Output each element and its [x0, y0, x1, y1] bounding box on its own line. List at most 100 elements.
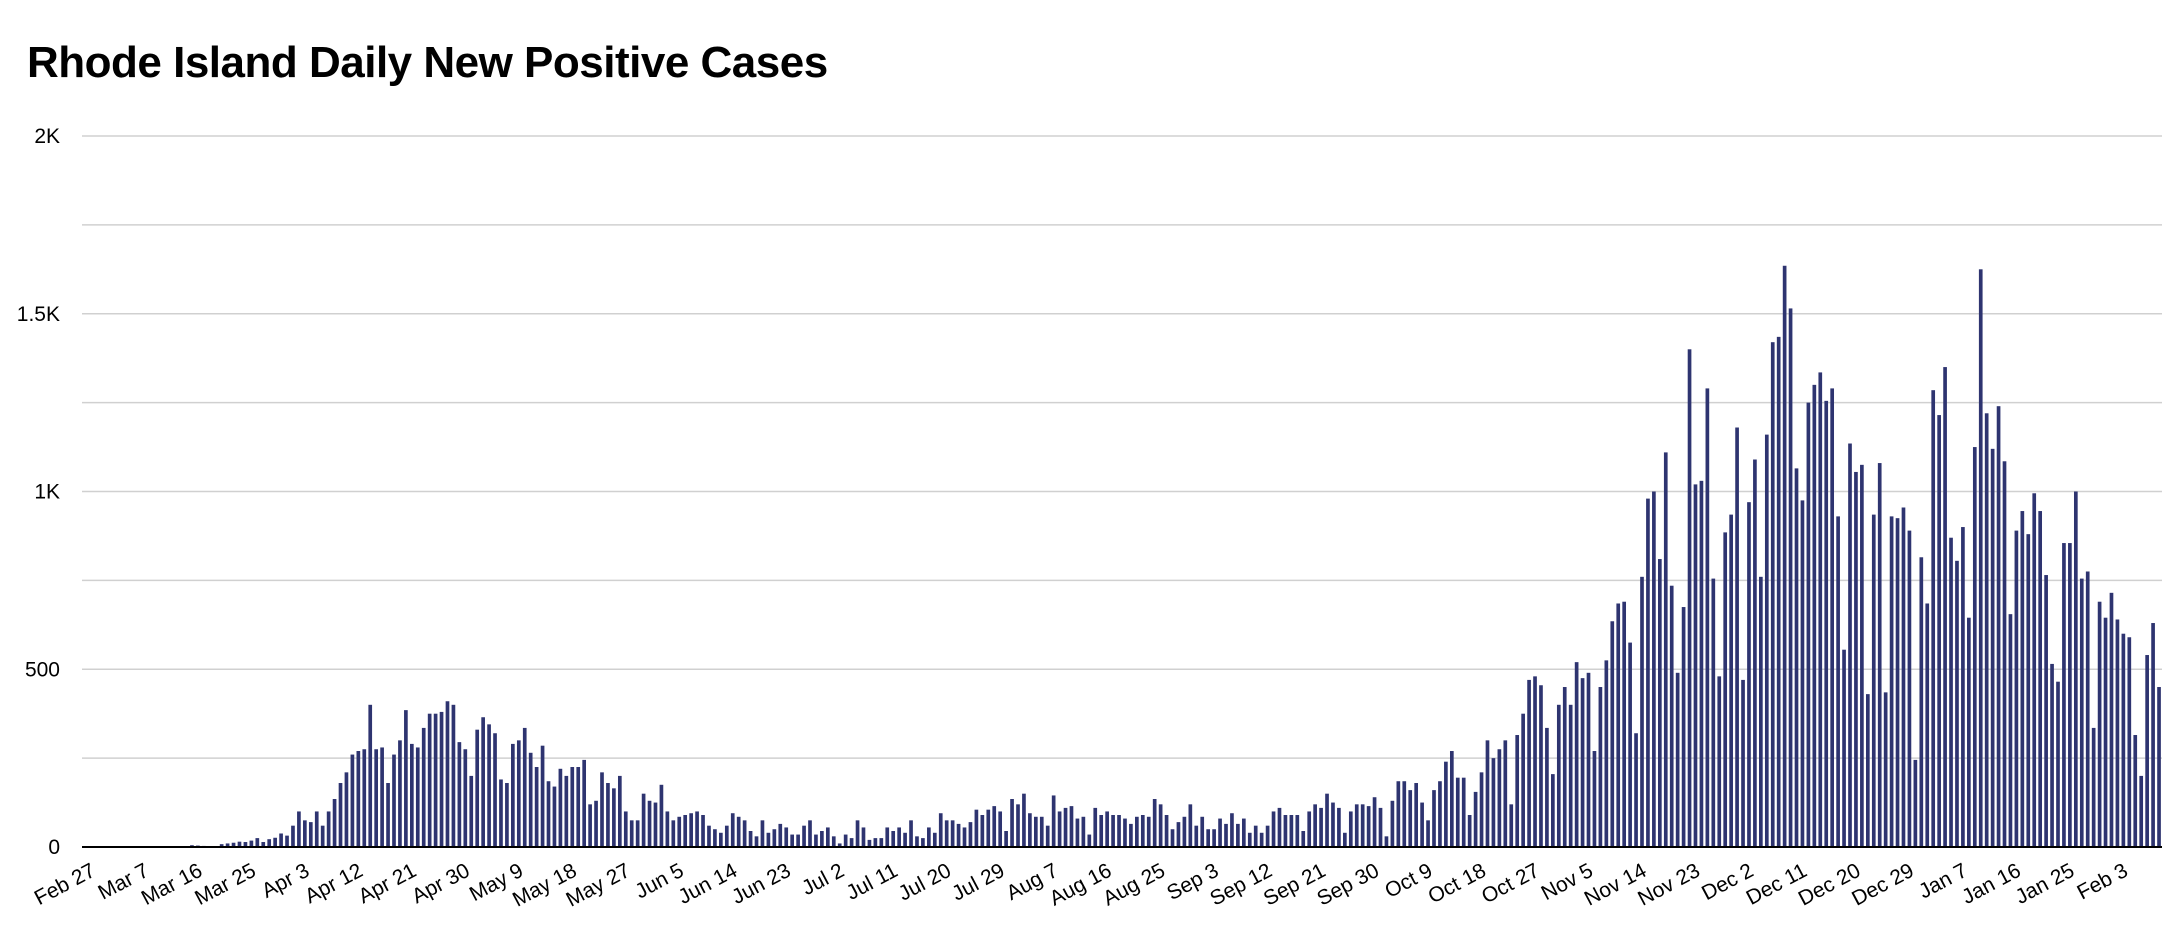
y-tick-label: 0	[48, 836, 60, 859]
bar	[1461, 777, 1466, 847]
bar	[1283, 815, 1288, 847]
bar	[1497, 749, 1502, 847]
bar	[1551, 774, 1555, 847]
bar	[980, 815, 985, 847]
bar	[1022, 793, 1026, 847]
bar	[2008, 614, 2013, 847]
bar	[2050, 663, 2054, 847]
bar	[1812, 384, 1817, 847]
bar	[2097, 601, 2102, 847]
bar	[1860, 464, 1864, 847]
bar	[320, 825, 325, 847]
bar	[2032, 493, 2037, 847]
bar	[760, 820, 765, 847]
bar	[433, 713, 438, 847]
bar	[2145, 655, 2149, 847]
x-tick-label: Mar 16	[138, 859, 207, 910]
bar	[1931, 390, 1936, 847]
bar	[1491, 758, 1496, 848]
bar	[2020, 511, 2025, 847]
bar	[1753, 459, 1757, 847]
bar	[291, 825, 295, 847]
bar	[647, 800, 652, 847]
bar	[1663, 452, 1668, 847]
bar	[1865, 694, 1870, 847]
bar	[1990, 448, 1995, 847]
bar	[451, 704, 456, 847]
bar	[2085, 571, 2090, 847]
bar	[998, 811, 1003, 847]
bar	[1432, 790, 1436, 847]
bar	[689, 813, 693, 847]
bar	[1402, 781, 1407, 847]
bar	[1081, 816, 1086, 847]
bar	[409, 743, 414, 847]
bar	[1354, 804, 1359, 847]
bar	[225, 843, 230, 847]
bar	[481, 717, 485, 847]
bar	[386, 783, 390, 847]
bar	[2139, 775, 2144, 847]
bar	[1093, 807, 1098, 847]
bar	[1307, 811, 1312, 847]
bar	[392, 754, 396, 847]
bar	[1146, 816, 1151, 847]
bar	[1568, 704, 1573, 847]
bar	[1408, 790, 1413, 847]
bar	[1705, 388, 1710, 847]
y-tick-label: 1.5K	[17, 303, 60, 326]
bar	[362, 749, 367, 847]
bar	[237, 841, 242, 847]
bar	[1657, 559, 1662, 847]
bar	[2115, 619, 2120, 847]
bar	[1764, 434, 1769, 847]
bar	[766, 832, 771, 847]
bar	[1770, 342, 1775, 847]
bar	[1895, 518, 1900, 847]
bar	[1545, 727, 1549, 847]
bar	[612, 788, 616, 847]
bar	[2056, 681, 2060, 847]
bar	[1972, 447, 1977, 847]
bar	[1467, 815, 1472, 847]
bar	[1039, 816, 1044, 847]
bar	[1129, 823, 1133, 847]
bar	[831, 836, 836, 847]
bar	[540, 745, 545, 847]
bar	[1200, 816, 1205, 847]
bar	[1010, 799, 1014, 847]
bar	[1449, 751, 1454, 847]
bar	[825, 827, 830, 847]
bar	[1759, 576, 1763, 847]
bar	[1794, 468, 1799, 847]
x-tick-label: Apr 21	[355, 859, 420, 908]
bar	[582, 759, 587, 847]
bar	[1455, 777, 1460, 847]
bar	[802, 825, 806, 847]
bar	[1176, 822, 1181, 847]
bar	[1610, 621, 1615, 847]
bar	[641, 793, 646, 847]
bar	[1978, 269, 1983, 847]
bar	[1194, 825, 1199, 847]
bar	[1634, 733, 1638, 847]
bar	[528, 752, 533, 847]
x-tick-label: Jan 25	[2012, 859, 2078, 909]
bar	[2151, 623, 2155, 847]
bar	[380, 747, 384, 847]
bar	[1396, 781, 1401, 847]
bar	[1295, 815, 1300, 847]
x-tick-label: Nov 23	[1634, 859, 1704, 911]
bar	[992, 806, 997, 847]
bar	[1348, 811, 1353, 847]
bar	[427, 713, 432, 847]
bar	[909, 820, 913, 847]
bar	[903, 832, 907, 847]
bar	[1836, 516, 1840, 847]
bar	[1319, 807, 1323, 847]
bar	[1313, 804, 1317, 847]
bar	[564, 775, 569, 847]
bar	[516, 740, 521, 847]
